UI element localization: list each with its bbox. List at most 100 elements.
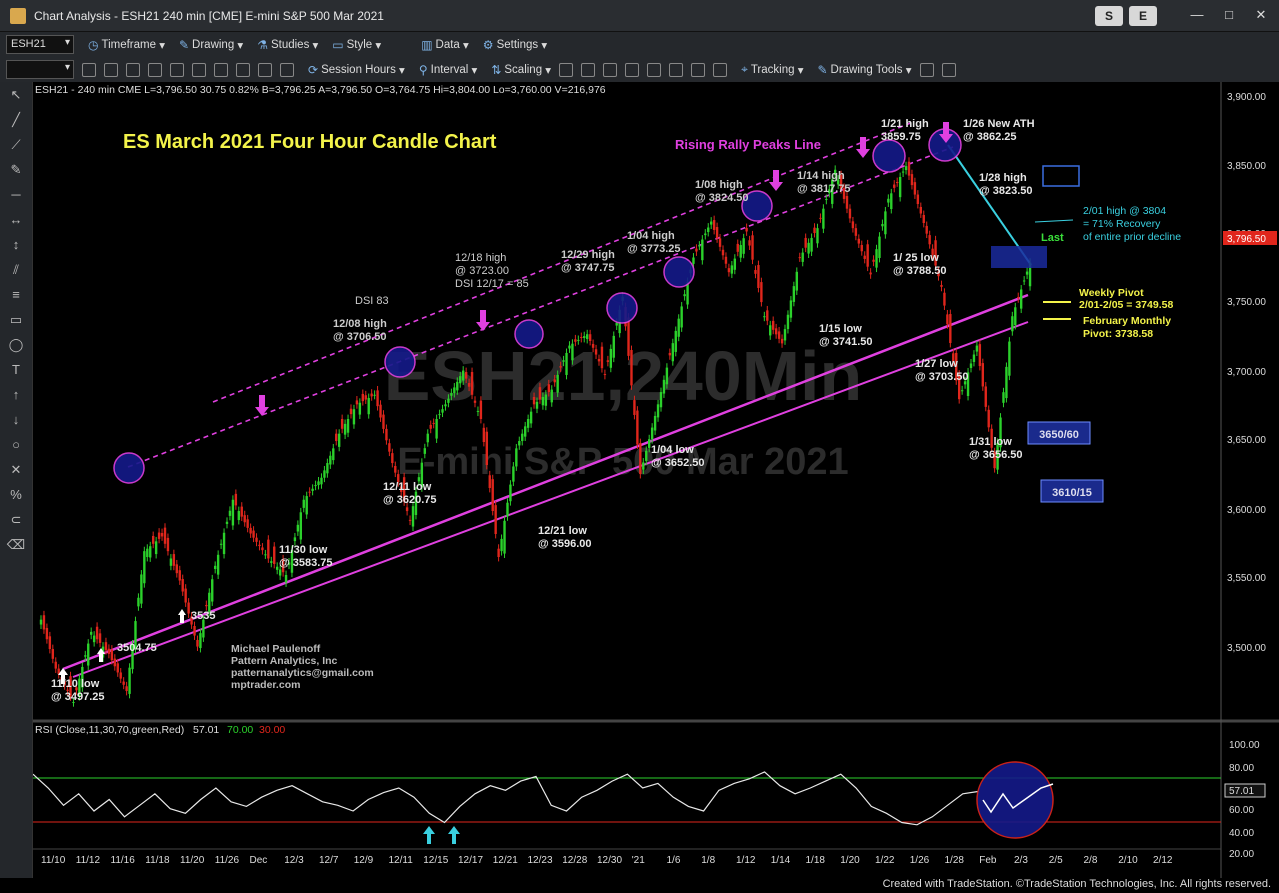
- arrow-down-icon[interactable]: ↓: [12, 412, 20, 427]
- data-menu[interactable]: ▥ Data ▾: [421, 37, 469, 52]
- interval-menu[interactable]: ⚲ Interval ▾: [418, 62, 478, 77]
- lower-support-line[interactable]: [62, 293, 1029, 671]
- annotation: 1/ 25 low: [893, 252, 939, 264]
- export-icon[interactable]: [919, 62, 934, 77]
- candle-body: [95, 626, 99, 640]
- tool-icon-6[interactable]: [192, 62, 206, 77]
- extra-link-button[interactable]: E: [1129, 6, 1157, 26]
- session-hours-menu[interactable]: ⟳ Session Hours ▾: [308, 62, 405, 77]
- candle-body: [987, 409, 990, 428]
- tool-icon-7[interactable]: [214, 62, 228, 77]
- style-menu[interactable]: ▭ Style ▾: [332, 37, 382, 52]
- candle-body: [963, 381, 967, 385]
- annotation: @ 3706.50: [333, 331, 387, 343]
- rising-rally-peaks-line[interactable]: [127, 146, 954, 468]
- chat-icon[interactable]: [941, 62, 956, 77]
- tool-icon-10[interactable]: [280, 62, 294, 77]
- tool-icon-13[interactable]: [603, 62, 618, 77]
- text-tool-icon[interactable]: T: [12, 362, 20, 377]
- time-tick: 2/10: [1118, 855, 1138, 866]
- annotation: 3859.75: [881, 131, 921, 143]
- rsi-axis: 100.00 80.00 60.00 40.00 20.00: [1229, 740, 1260, 860]
- candle-body: [854, 228, 858, 236]
- candle-body: [84, 655, 87, 657]
- time-axis[interactable]: 11/10 11/12 11/16 11/18 11/20 11/26 Dec 12/3 12/…: [41, 855, 1173, 866]
- candle-body: [940, 285, 943, 287]
- time-tick: 2/3: [1014, 855, 1028, 866]
- symbol-input[interactable]: ESH21: [6, 35, 74, 54]
- tool-icon-2[interactable]: [104, 62, 118, 77]
- arrows-horizontal-icon[interactable]: ↔: [9, 212, 23, 227]
- tool-icon-11[interactable]: [559, 62, 574, 77]
- cyan-downtrend-line[interactable]: [947, 144, 1032, 266]
- arrow-up-icon[interactable]: ↑: [12, 387, 20, 402]
- tool-icon-14[interactable]: [625, 62, 640, 77]
- candle-body: [901, 171, 905, 173]
- channel-icon[interactable]: ⫽: [13, 262, 19, 277]
- candle-body: [518, 441, 521, 446]
- rectangle-tool-icon[interactable]: ▭: [9, 312, 23, 327]
- candle-body: [453, 387, 456, 394]
- candle-body: [432, 422, 435, 424]
- candle-body: [143, 551, 146, 584]
- candle-body: [104, 642, 108, 651]
- tool-icon-3[interactable]: [126, 62, 140, 77]
- support-box-3650-label: 3650/60: [1039, 429, 1079, 441]
- support-box-3650[interactable]: [1027, 421, 1091, 445]
- candle-body: [721, 249, 725, 256]
- target-box-upper[interactable]: [1042, 165, 1080, 187]
- candle-body: [391, 453, 394, 464]
- minimize-button[interactable]: —: [1190, 7, 1204, 22]
- cross-icon[interactable]: ✕: [10, 462, 22, 477]
- close-button[interactable]: ✕: [1255, 7, 1267, 22]
- candle-body: [98, 633, 102, 643]
- trendline-icon[interactable]: ⟋: [11, 137, 21, 152]
- annotation: @ 3656.50: [969, 449, 1023, 461]
- percent-icon[interactable]: %: [10, 487, 22, 502]
- studies-menu[interactable]: ⚗ Studies ▾: [257, 37, 319, 52]
- zoom-out-icon[interactable]: [713, 62, 728, 77]
- candle-body: [981, 363, 985, 387]
- zoom-in-icon[interactable]: [691, 62, 706, 77]
- tool-icon-12[interactable]: [581, 62, 596, 77]
- session-icon: ⟳: [308, 62, 319, 77]
- eraser-icon[interactable]: ⌫: [6, 537, 26, 552]
- tool-icon-16[interactable]: [669, 62, 684, 77]
- candle-body: [240, 506, 243, 517]
- line-icon[interactable]: ╱: [12, 112, 20, 127]
- pointer-icon[interactable]: ↖: [10, 87, 22, 102]
- tool-icon-9[interactable]: [258, 62, 272, 77]
- tool-icon-8[interactable]: [236, 62, 250, 77]
- maximize-button[interactable]: □: [1225, 7, 1233, 22]
- drawing-menu[interactable]: ✎ Drawing ▾: [178, 37, 244, 52]
- annotation: 1/31 low: [969, 436, 1012, 448]
- symbol-link-button[interactable]: S: [1095, 6, 1123, 26]
- tracking-menu[interactable]: ⌖ Tracking ▾: [741, 62, 804, 77]
- candle-body: [783, 329, 787, 341]
- tool-icon-4[interactable]: [148, 62, 162, 77]
- brush-icon[interactable]: ✎: [10, 162, 22, 177]
- support-line-2[interactable]: [72, 321, 1029, 678]
- candle-body: [122, 681, 125, 685]
- candle-body: [671, 343, 675, 362]
- ellipse-tool-icon[interactable]: ◯: [8, 337, 24, 352]
- tool-icon-5[interactable]: [170, 62, 184, 77]
- fib-icon[interactable]: ≡: [12, 287, 20, 302]
- candle-body: [379, 404, 382, 418]
- horizontal-line-icon[interactable]: ─: [11, 187, 21, 202]
- support-box-3610[interactable]: [1040, 479, 1104, 503]
- candle-body: [225, 521, 229, 524]
- tool-icon-1[interactable]: [82, 62, 96, 77]
- scaling-menu[interactable]: ⇅ Scaling ▾: [491, 62, 552, 77]
- magnet-icon[interactable]: ⊂: [10, 512, 22, 527]
- interval-combo[interactable]: [6, 60, 74, 79]
- drawing-tools-menu[interactable]: ✎ Drawing Tools ▾: [817, 62, 912, 77]
- resistance-box[interactable]: [991, 246, 1047, 268]
- candle-body: [585, 334, 589, 340]
- circle-tool-icon[interactable]: ○: [12, 437, 20, 452]
- settings-menu[interactable]: ⚙ Settings ▾: [482, 37, 548, 52]
- timeframe-menu[interactable]: ◷ Timeframe ▾: [88, 37, 165, 52]
- chart-area[interactable]: ESH21,240Min E-mini S&P 500 Mar 2021 ESH…: [32, 82, 1279, 878]
- tool-icon-15[interactable]: [647, 62, 662, 77]
- arrows-vertical-icon[interactable]: ↕: [12, 237, 20, 252]
